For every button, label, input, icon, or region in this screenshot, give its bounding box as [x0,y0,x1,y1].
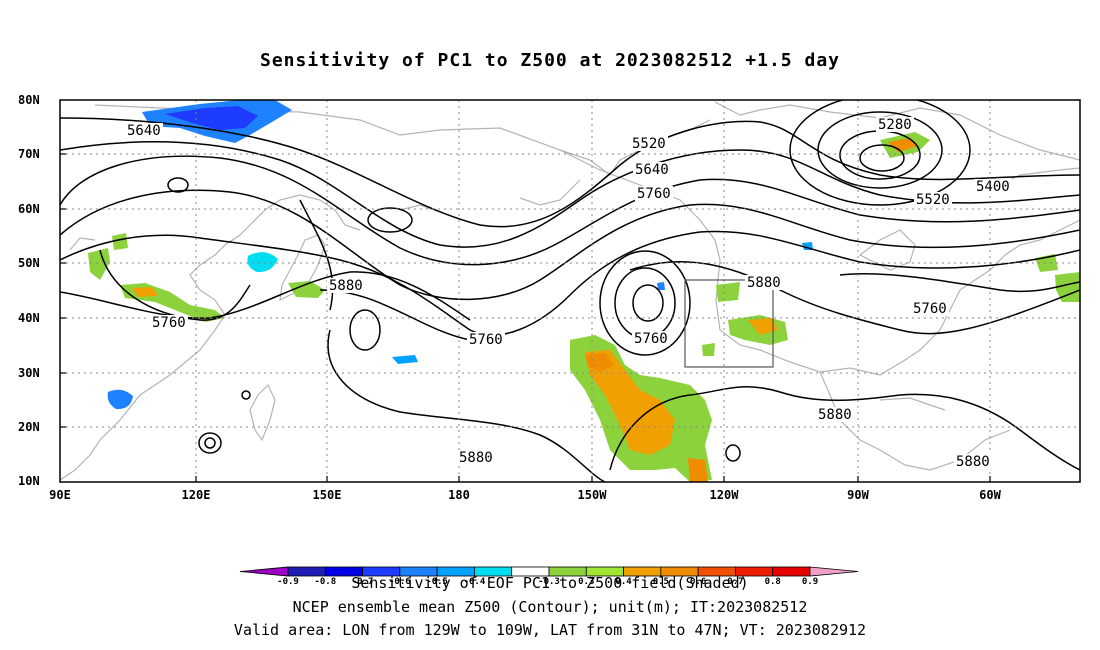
contour-label: 5880 [459,450,493,466]
colorbar-tick-label: 0.4 [615,577,632,587]
lat-label-60n: 60N [18,202,40,216]
lon-label-150e: 150E [312,488,342,502]
colorbar-tick-label: -0.6 [389,577,411,587]
contour-label: 5640 [127,123,161,139]
colorbar-tick-label: -0.7 [351,577,374,587]
contour-label: 5880 [956,454,990,470]
lon-label-90w: 90W [847,488,869,502]
lon-label-90e: 90E [49,488,71,502]
contour-label: 5520 [632,136,666,152]
caption-shading: Sensitivity of EOF PC1 to Z500 field(Sha… [351,574,749,592]
contour-label: 5760 [634,331,668,347]
colorbar-tick-label: 0.8 [764,577,781,587]
colorbar-tick-label: 0.3 [578,577,595,587]
lat-label-70n: 70N [18,147,40,161]
lat-label-30n: 30N [18,366,40,380]
caption-valid-area: Valid area: LON from 129W to 109W, LAT f… [233,621,867,639]
colorbar-tick-label: -0.5 [426,577,448,587]
valid-area-box [684,279,774,368]
contour-label: 5880 [747,275,781,291]
caption-contour: NCEP ensemble mean Z500 (Contour); unit(… [292,598,808,616]
colorbar-tick-label: 0.7 [727,577,744,587]
colorbar-tick-label: -0.9 [277,577,299,587]
colorbar-segment [809,566,859,577]
z500-contours [60,100,1080,482]
colorbar-tick-label: 0.5 [652,577,669,587]
colorbar-tick-label: 0.9 [801,577,819,587]
lat-label-50n: 50N [18,256,40,270]
contour-label: 5880 [818,407,852,423]
contour-label: 5760 [637,186,671,202]
lon-label-60w: 60W [979,488,1001,502]
lat-label-20n: 20N [18,420,40,434]
gridlines [60,100,1080,482]
contour-label: 5520 [916,192,950,208]
colorbar-tick-label: -0.4 [463,577,486,587]
colorbar [239,566,859,577]
contour-label: 5760 [913,301,947,317]
map-title: Sensitivity of PC1 to Z500 at 2023082512… [259,50,840,71]
contour-label: 5280 [878,117,912,133]
lon-label-180: 180 [448,488,470,502]
lon-label-150w: 150W [577,488,607,502]
lat-label-80n: 80N [18,93,40,107]
contour-label: 5880 [329,278,363,294]
sensitivity-shading [88,100,1080,482]
contour-label: 5640 [635,162,669,178]
contour-label: 5760 [469,332,503,348]
contour-label: 5400 [976,179,1010,195]
colorbar-tick-label: 0.6 [690,577,707,587]
lon-label-120e: 120E [181,488,211,502]
lon-label-120w: 120W [709,488,739,502]
colorbar-tick-label: -0.8 [314,577,337,587]
colorbar-tick-label: -0.3 [538,577,560,587]
lat-label-10n: 10N [18,474,40,488]
lat-label-40n: 40N [18,311,40,325]
contour-label: 5760 [152,315,186,331]
